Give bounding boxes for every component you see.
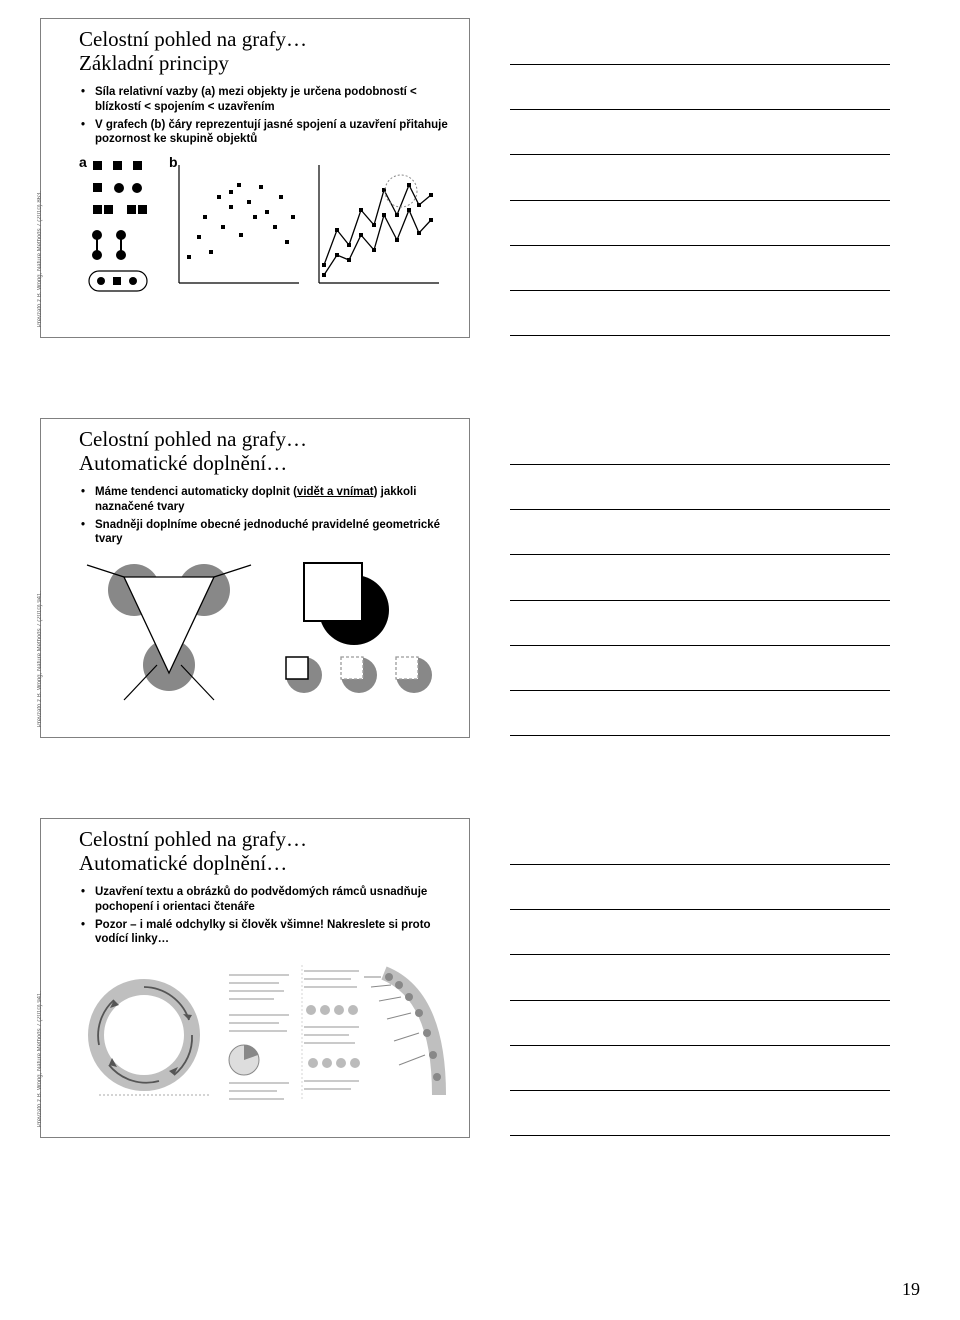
panel-label-b: b bbox=[169, 155, 178, 170]
note-line bbox=[510, 335, 890, 336]
note-line bbox=[510, 290, 890, 291]
note-line bbox=[510, 954, 890, 955]
bullet: V grafech (b) čáry reprezentují jasné sp… bbox=[79, 118, 451, 147]
handout-row-2: Převzato z B. Wong, Nature Methods 7 (20… bbox=[0, 400, 960, 800]
bullets-3: Uzavření textu a obrázků do podvědomých … bbox=[79, 885, 451, 947]
slide-1: Převzato z B. Wong, Nature Methods 7 (20… bbox=[40, 18, 470, 338]
slide-title-2a: Celostní pohled na grafy… bbox=[79, 427, 451, 451]
bullets-1: Síla relativní vazby (a) mezi objekty je… bbox=[79, 85, 451, 147]
slide-title-3b: Automatické doplnění… bbox=[79, 851, 451, 875]
bullet: Síla relativní vazby (a) mezi objekty je… bbox=[79, 85, 451, 114]
handout-row-3: Převzato z B. Wong, Nature Methods 7 (20… bbox=[0, 800, 960, 1200]
slide-title-1a: Celostní pohled na grafy… bbox=[79, 27, 451, 51]
citation-3: Převzato z B. Wong, Nature Methods 7 (20… bbox=[37, 991, 43, 1127]
slide-2: Převzato z B. Wong, Nature Methods 7 (20… bbox=[40, 418, 470, 738]
note-line bbox=[510, 154, 890, 155]
note-line bbox=[510, 1000, 890, 1001]
bullet: Máme tendenci automaticky doplnit (vidět… bbox=[79, 485, 451, 514]
slide-3: Převzato z B. Wong, Nature Methods 7 (20… bbox=[40, 818, 470, 1138]
slide-title-3a: Celostní pohled na grafy… bbox=[79, 827, 451, 851]
slide-col-2: Převzato z B. Wong, Nature Methods 7 (20… bbox=[0, 400, 480, 800]
bullets-2: Máme tendenci automaticky doplnit (vidět… bbox=[79, 485, 451, 547]
note-line bbox=[510, 864, 890, 865]
note-line bbox=[510, 64, 890, 65]
note-line bbox=[510, 464, 890, 465]
panel-label-a: a bbox=[79, 155, 87, 170]
bullet: Pozor – i malé odchylky si člověk všimne… bbox=[79, 918, 451, 947]
page-number: 19 bbox=[902, 1279, 920, 1300]
citation-2: Převzato z B. Wong, Nature Methods 7 (20… bbox=[37, 591, 43, 727]
note-line bbox=[510, 1045, 890, 1046]
note-line bbox=[510, 245, 890, 246]
notes-col-2 bbox=[480, 400, 960, 800]
citation-1: Převzato z B. Wong, Nature Methods 7 (20… bbox=[37, 191, 43, 327]
note-line bbox=[510, 735, 890, 736]
note-line bbox=[510, 200, 890, 201]
note-line bbox=[510, 645, 890, 646]
slide-title-2b: Automatické doplnění… bbox=[79, 451, 451, 475]
notes-col-3 bbox=[480, 800, 960, 1200]
slide-col-3: Převzato z B. Wong, Nature Methods 7 (20… bbox=[0, 800, 480, 1200]
handout-row-1: Převzato z B. Wong, Nature Methods 7 (20… bbox=[0, 0, 960, 400]
note-line bbox=[510, 109, 890, 110]
note-line bbox=[510, 690, 890, 691]
figure-connectivity: a bbox=[79, 155, 451, 300]
figure-autocomplete bbox=[79, 555, 451, 710]
notes-col-1 bbox=[480, 0, 960, 400]
bullet: Snadněji doplníme obecné jednoduché prav… bbox=[79, 518, 451, 547]
note-line bbox=[510, 600, 890, 601]
note-line bbox=[510, 909, 890, 910]
figure-closure bbox=[79, 955, 451, 1110]
bullet: Uzavření textu a obrázků do podvědomých … bbox=[79, 885, 451, 914]
note-line bbox=[510, 554, 890, 555]
slide-col-1: Převzato z B. Wong, Nature Methods 7 (20… bbox=[0, 0, 480, 400]
note-line bbox=[510, 1090, 890, 1091]
slide-title-1b: Základní principy bbox=[79, 51, 451, 75]
note-line bbox=[510, 1135, 890, 1136]
note-line bbox=[510, 509, 890, 510]
